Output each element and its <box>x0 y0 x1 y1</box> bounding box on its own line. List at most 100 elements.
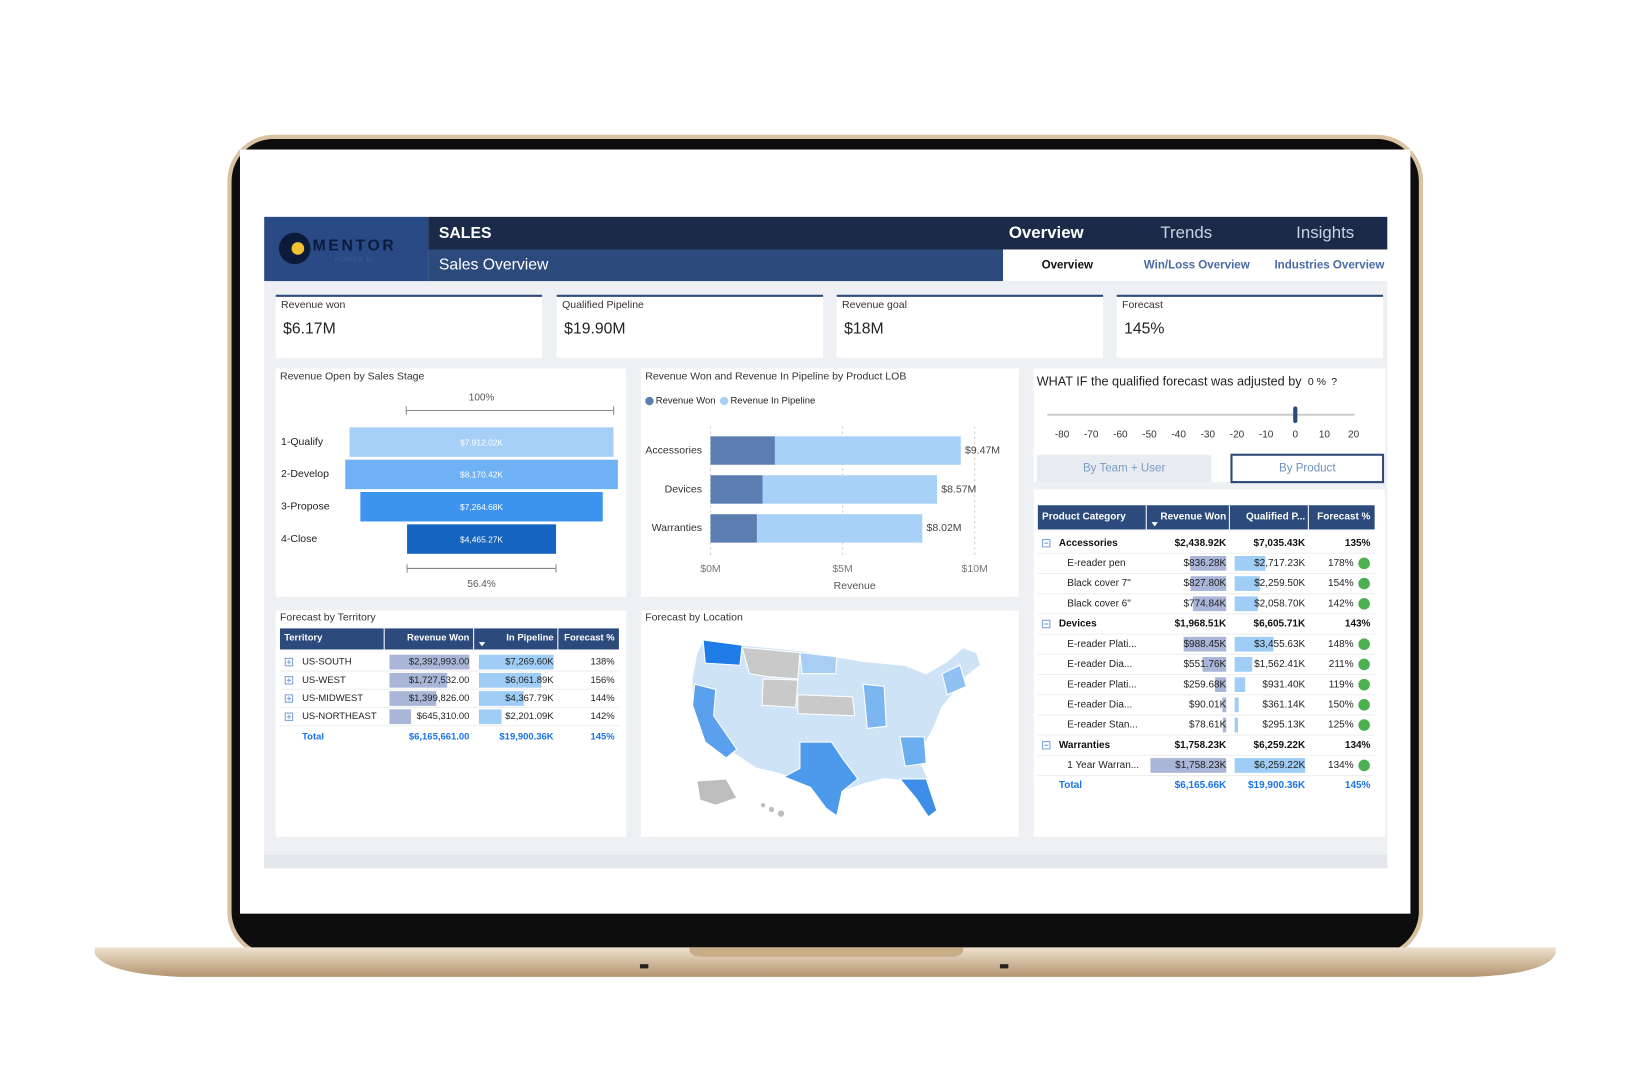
cell: $361.14K <box>1262 699 1305 710</box>
cell: $90.01K <box>1189 699 1227 710</box>
data-bar <box>1234 596 1258 612</box>
cell: $6,061.89K <box>505 675 554 686</box>
column-header[interactable]: Forecast % <box>564 632 615 643</box>
value-label: $7,912.02K <box>460 437 503 447</box>
dashboard-footer <box>264 854 1388 869</box>
column-header[interactable]: Forecast % <box>1317 511 1370 522</box>
tab[interactable]: Overview <box>1042 259 1094 271</box>
cell: $774.84K <box>1183 598 1226 609</box>
funnel-bar <box>407 524 557 554</box>
slider-thumb[interactable] <box>1293 406 1298 424</box>
group-cell: $1,968.51K <box>1175 619 1227 630</box>
expand-icon[interactable] <box>284 694 294 703</box>
expand-icon[interactable] <box>284 657 294 667</box>
kpi-value: $18M <box>844 321 883 338</box>
slider-tick-label: -30 <box>1201 429 1216 440</box>
data-bar <box>1183 636 1227 652</box>
button[interactable] <box>1230 453 1385 484</box>
expand-icon <box>286 714 292 719</box>
nav-item[interactable]: Trends <box>1160 223 1212 242</box>
cell: 150% <box>1328 699 1354 710</box>
legend-swatch <box>719 396 729 406</box>
group-cell: 143% <box>1345 619 1371 630</box>
cell: E-reader Plati... <box>1067 639 1136 650</box>
data-bar <box>1215 677 1227 692</box>
slider-tick-label: 20 <box>1348 429 1360 440</box>
cell: US-WEST <box>302 675 346 686</box>
collapse-icon[interactable] <box>1042 538 1051 548</box>
total-cell: $19,900.36K <box>1248 780 1306 791</box>
data-bar <box>1234 555 1266 571</box>
column-header[interactable]: Territory <box>284 632 323 643</box>
cell: $827.80K <box>1183 578 1226 589</box>
status-icon <box>1358 597 1370 610</box>
data-bar <box>1190 555 1227 571</box>
value-label: $7,264.68K <box>460 502 503 512</box>
data-bar <box>478 672 542 688</box>
foot <box>999 964 1009 969</box>
cell: $2,201.09K <box>505 711 554 722</box>
nav-item[interactable]: Overview <box>1009 223 1085 242</box>
bar-segment <box>762 475 938 504</box>
total-label: $8.02M <box>926 522 961 534</box>
group-cell: 135% <box>1345 538 1371 549</box>
cell: 211% <box>1329 659 1354 670</box>
button-label[interactable]: By Team + User <box>1083 462 1166 474</box>
cell: E-reader Dia... <box>1067 699 1132 710</box>
expand-icon[interactable] <box>284 676 294 685</box>
slider-tick-label: -80 <box>1055 429 1070 440</box>
x-tick-label: $0M <box>700 563 720 575</box>
column-header[interactable]: Revenue Won <box>1160 511 1226 522</box>
group-cell: $7,035.43K <box>1254 538 1306 549</box>
data-bar <box>478 691 524 706</box>
collapse-icon[interactable] <box>1042 741 1051 750</box>
cell: $1,758.23K <box>1175 760 1226 771</box>
x-axis-label: Revenue <box>834 580 876 592</box>
expand-icon[interactable] <box>284 712 294 721</box>
cell: 138% <box>590 657 615 668</box>
data-bar <box>1150 758 1227 773</box>
collapse-icon[interactable] <box>1042 619 1051 629</box>
cell: 178% <box>1328 558 1354 569</box>
data-bar <box>1234 758 1306 773</box>
tab[interactable]: Win/Loss Overview <box>1144 259 1251 271</box>
tab[interactable]: Industries Overview <box>1274 259 1385 271</box>
cell: $2,058.70K <box>1254 598 1305 609</box>
status-icon <box>1358 577 1370 590</box>
cell: $1,727,532.00 <box>409 675 470 686</box>
data-bar <box>1234 657 1253 672</box>
cell: $1,399,826.00 <box>409 693 470 704</box>
column-header[interactable]: Revenue Won <box>407 632 470 643</box>
column-header[interactable]: Qualified P... <box>1246 511 1305 522</box>
column-header[interactable]: In Pipeline <box>506 632 553 643</box>
table-header <box>279 628 619 650</box>
data-bar <box>1202 657 1227 672</box>
button-label[interactable]: By Product <box>1279 462 1336 474</box>
cell: 1 Year Warran... <box>1067 760 1139 771</box>
data-bar <box>1190 576 1227 591</box>
funnel-bottom-label: 56.4% <box>467 579 495 590</box>
status-icon <box>1358 719 1370 731</box>
funnel-bracket <box>405 406 615 415</box>
x-tick-label: $5M <box>832 563 852 575</box>
column-header[interactable]: Product Category <box>1042 511 1126 522</box>
cell: 134% <box>1328 760 1354 771</box>
status-icon <box>1358 638 1370 650</box>
value-label: $8,170.42K <box>460 470 503 480</box>
button[interactable] <box>1036 454 1212 483</box>
bar-segment <box>774 436 961 465</box>
group-cell: $2,438.92K <box>1175 538 1227 549</box>
cell: 119% <box>1329 679 1354 690</box>
data-bar <box>1192 596 1227 612</box>
nav-item[interactable]: Insights <box>1296 223 1354 242</box>
expand-icon <box>286 659 292 665</box>
status-icon <box>1358 658 1370 671</box>
sort-icon <box>478 642 486 647</box>
cell: $6,259.22K <box>1254 760 1305 771</box>
region <box>899 736 927 767</box>
region <box>741 646 801 680</box>
cell: $988.45K <box>1183 639 1226 650</box>
group-cell: $6,259.22K <box>1254 740 1306 751</box>
category-label: Devices <box>665 483 702 495</box>
